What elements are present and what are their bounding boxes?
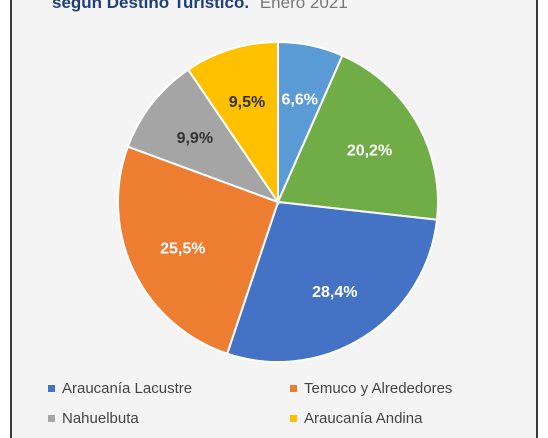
pie-data-label-0: 6,6% bbox=[281, 92, 317, 109]
chart-title-text: según Destino Turístico. bbox=[52, 0, 250, 12]
pie-slice-2 bbox=[225, 200, 439, 363]
pie-data-label-4: 9,9% bbox=[177, 130, 213, 147]
pie-data-label-3: 25,5% bbox=[160, 241, 205, 258]
pie-data-label-5: 9,5% bbox=[229, 94, 265, 111]
pie-slice-4 bbox=[126, 68, 281, 205]
chart-title: según Destino Turístico. Enero 2021 bbox=[52, 0, 348, 13]
pie-slice-3 bbox=[117, 145, 280, 355]
pie-data-label-2: 28,4% bbox=[312, 284, 357, 301]
chart-subtitle: Enero 2021 bbox=[259, 0, 348, 12]
pie-data-label-1: 20,2% bbox=[347, 142, 392, 159]
pie-slice-5 bbox=[186, 40, 279, 206]
pie-slice-1 bbox=[276, 54, 439, 221]
